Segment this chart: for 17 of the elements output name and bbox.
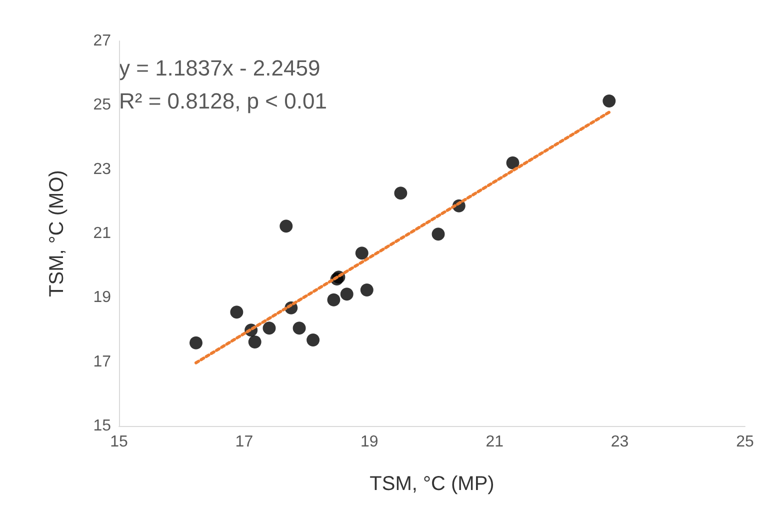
- y-tick-label: 25: [93, 96, 112, 114]
- y-tick-label: 27: [93, 32, 112, 50]
- y-tick-label: 15: [93, 418, 112, 434]
- x-tick-label: 15: [110, 434, 128, 450]
- annotation: y = 1.1837x - 2.2459: [119, 56, 320, 80]
- y-tick-label: 21: [93, 225, 112, 242]
- x-tick-label: 17: [235, 434, 254, 450]
- x-tick-label: 25: [736, 434, 754, 450]
- x-tick-label: 23: [610, 434, 629, 450]
- y-tick-label: 19: [93, 289, 112, 306]
- y-tick-label: 17: [93, 353, 112, 370]
- x-tick-label: 21: [486, 434, 504, 450]
- y-tick-label: 23: [93, 160, 112, 178]
- x-tick-label: 19: [360, 434, 378, 450]
- x-axis-title: TSM, °C (MP): [370, 473, 494, 495]
- y-axis-title: TSM, °C (MO): [46, 170, 68, 297]
- annotation: R² = 0.8128, p < 0.01: [119, 88, 327, 114]
